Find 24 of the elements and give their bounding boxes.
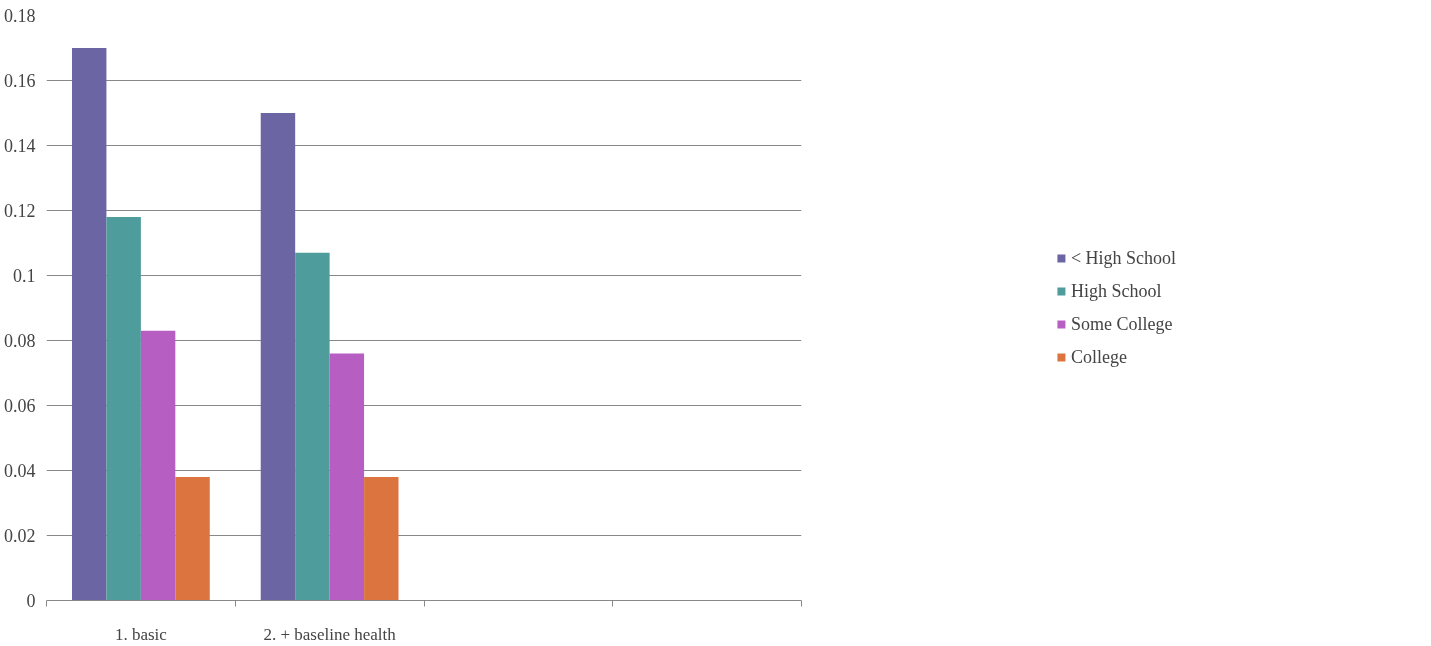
bar [175, 477, 210, 601]
y-tick-label: 0.06 [4, 396, 36, 416]
y-tick-label: 0.16 [4, 71, 36, 91]
bar [329, 353, 365, 601]
bar [260, 113, 296, 601]
y-tick-label: 0.04 [4, 461, 36, 481]
bar [71, 48, 107, 601]
legend-label: High School [1070, 280, 1162, 302]
legend-label: < High School [1070, 247, 1177, 269]
x-tick-label: 1. basic [114, 624, 168, 644]
y-tick-label: 0.18 [4, 6, 36, 26]
bar [140, 330, 176, 601]
y-tick-label: 0.1 [13, 266, 36, 286]
legend-label: College [1070, 346, 1127, 368]
y-tick-label: 0.12 [4, 201, 36, 221]
bar [106, 217, 141, 601]
y-tick-label: 0.02 [4, 526, 36, 546]
bar [364, 477, 399, 601]
y-tick-label: 0 [26, 591, 36, 611]
legend-label: Some College [1070, 313, 1173, 335]
x-tick-label: 2. + baseline health [263, 624, 397, 644]
y-tick-label: 0.08 [4, 331, 36, 351]
y-tick-label: 0.14 [4, 136, 36, 156]
bar [295, 252, 330, 601]
